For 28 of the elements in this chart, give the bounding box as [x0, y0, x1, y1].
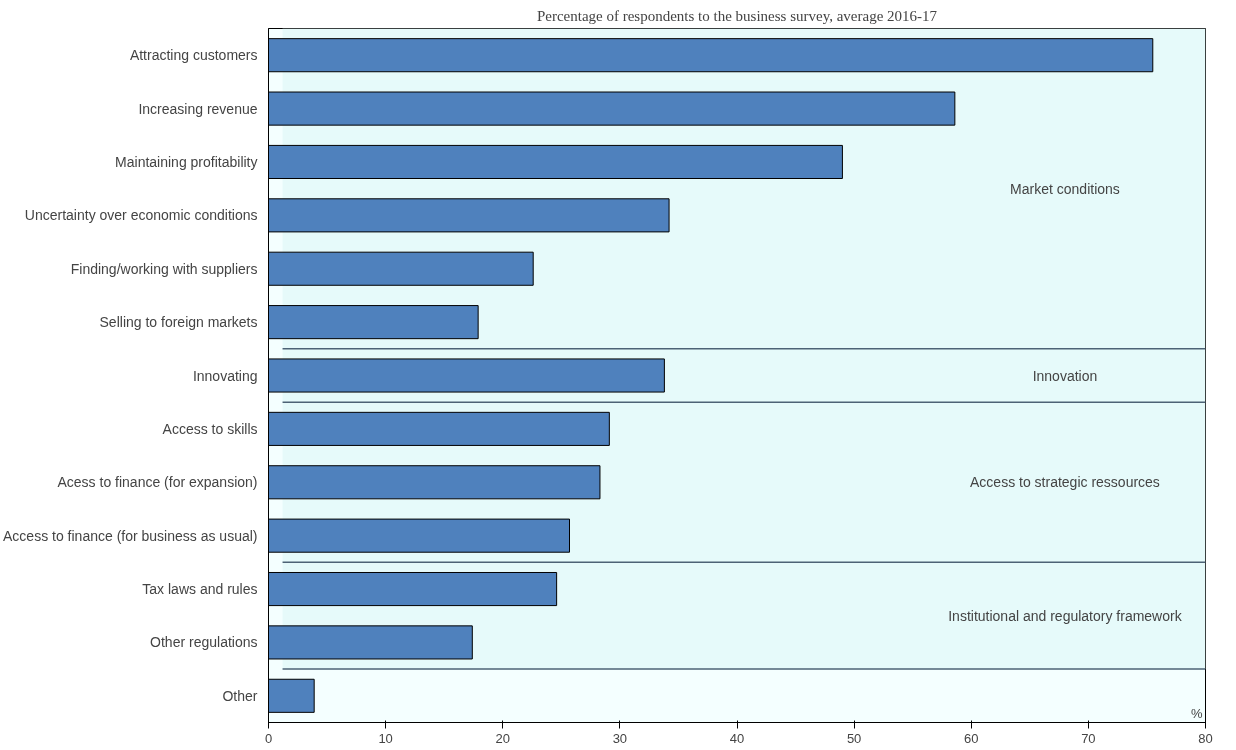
x-tick-label: 10 [378, 730, 393, 746]
band-label: Market conditions [1010, 180, 1120, 197]
band-label: Innovation [1032, 367, 1098, 384]
x-tick-label: 0 [264, 730, 273, 746]
y-tick-label: Access to finance (for business as usual) [3, 527, 258, 544]
y-tick-label: Other regulations [150, 634, 258, 651]
y-tick-label: Tax laws and rules [142, 581, 258, 598]
y-tick-label: Finding/working with suppliers [70, 260, 258, 277]
y-tick-label: Other [222, 687, 258, 704]
y-tick-label: Uncertainty over economic conditions [24, 207, 258, 224]
x-tick-label: 70 [1081, 730, 1096, 746]
band-label: Institutional and regulatory framework [948, 607, 1183, 624]
y-tick-label: Selling to foreign markets [99, 314, 258, 331]
y-tick-label: Innovating [192, 367, 258, 384]
y-tick-label: Access to skills [162, 420, 258, 437]
x-axis-title: % [1190, 705, 1203, 721]
y-tick-label: Increasing revenue [138, 100, 258, 117]
x-tick-label: 20 [495, 730, 510, 746]
y-tick-label: Attracting customers [129, 47, 258, 64]
x-tick-label: 30 [612, 730, 628, 746]
chart-title: Percentage of respondents to the business survey, average 2016-17 [536, 7, 938, 24]
x-tick-label: 60 [964, 730, 979, 746]
x-tick-label: 50 [846, 730, 862, 746]
band-label: Access to strategic ressources [970, 474, 1160, 491]
y-tick-label: Acess to finance (for expansion) [57, 474, 258, 491]
y-tick-label: Maintaining profitability [115, 153, 258, 170]
x-tick-label: 80 [1198, 730, 1213, 746]
x-tick-label: 40 [729, 730, 745, 746]
